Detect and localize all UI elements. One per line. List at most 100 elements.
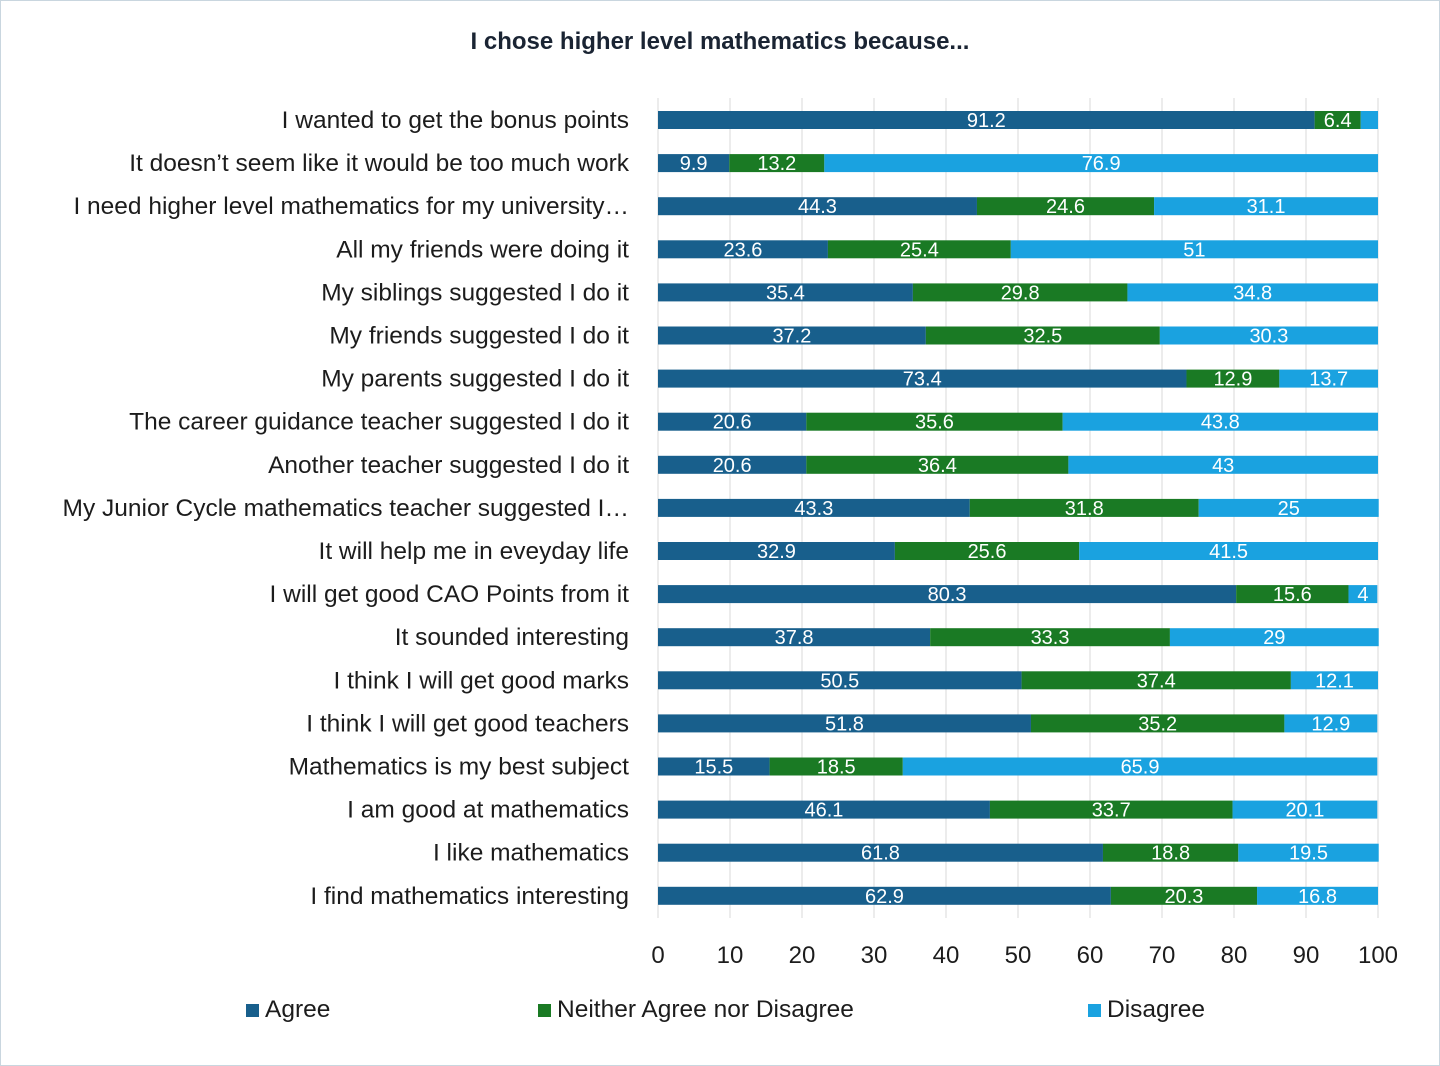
bar-segment-neither-agree-nor-disagree: [894, 542, 1080, 560]
bar-segment-agree: [658, 240, 828, 259]
data-label: 19.5: [1289, 843, 1328, 865]
data-label: 13.7: [1309, 369, 1348, 391]
legend: Agree Neither Agree nor Disagree Disagree: [0, 996, 1440, 1032]
data-label: 15.6: [1273, 584, 1312, 606]
data-label: 34.8: [1233, 282, 1272, 304]
category-label: Another teacher suggested I do it: [268, 452, 629, 479]
bar-segment-agree: [658, 498, 970, 517]
data-label: 44.3: [798, 196, 837, 218]
data-label: 29: [1263, 627, 1285, 649]
bar-segment-neither-agree-nor-disagree: [1030, 714, 1285, 733]
data-label: 25: [1278, 498, 1300, 520]
category-label: It doesn’t seem like it would be too muc…: [129, 150, 630, 177]
bar-segment-agree: [658, 542, 895, 560]
category-label: I need higher level mathematics for my u…: [73, 193, 629, 220]
data-label: 51: [1183, 239, 1205, 261]
category-label: I like mathematics: [433, 840, 629, 867]
bar-segment-agree: [658, 326, 926, 345]
data-label: 29.8: [1001, 282, 1040, 304]
category-label: I wanted to get the bonus points: [282, 107, 629, 134]
bar-segment-disagree: [1198, 498, 1379, 517]
bar-segment-disagree: [1257, 886, 1378, 905]
data-label: 37.4: [1137, 670, 1176, 692]
bar-segment-neither-agree-nor-disagree: [1021, 671, 1291, 690]
bar-segment-agree: [658, 714, 1031, 733]
bar-segment-neither-agree-nor-disagree: [930, 628, 1170, 647]
bar-segment-agree: [658, 111, 1315, 129]
bar-segment-disagree: [1154, 197, 1378, 216]
bar-segment-neither-agree-nor-disagree: [1314, 111, 1361, 129]
category-labels: I wanted to get the bonus points It doesn…: [63, 107, 630, 910]
category-label: My friends suggested I do it: [329, 323, 629, 350]
legend-label: Agree: [265, 996, 331, 1023]
bar-segment-disagree: [1062, 412, 1378, 431]
x-tick-label: 50: [1005, 942, 1032, 969]
data-label: 18.5: [817, 757, 856, 779]
x-tick-label: 100: [1358, 942, 1398, 969]
bar-segment-agree: [658, 455, 807, 474]
bars: [658, 111, 1379, 905]
data-label: 20.3: [1164, 886, 1203, 908]
data-label: 43: [1212, 455, 1234, 477]
data-label: 37.8: [775, 627, 814, 649]
bar-segment-agree: [658, 628, 931, 647]
data-label: 41.5: [1209, 541, 1248, 563]
data-label: 37.2: [772, 326, 811, 348]
data-label: 25.4: [900, 239, 939, 261]
x-tick-label: 80: [1221, 942, 1248, 969]
bar-segment-agree: [658, 412, 807, 431]
bar-segment-neither-agree-nor-disagree: [806, 412, 1063, 431]
category-label: I am good at mathematics: [347, 797, 629, 824]
data-label: 36.4: [918, 455, 957, 477]
bar-segment-disagree: [1169, 628, 1379, 647]
bar-segment-neither-agree-nor-disagree: [1102, 843, 1239, 862]
data-label: 20.6: [713, 455, 752, 477]
x-tick-label: 10: [717, 942, 744, 969]
data-label: 62.9: [865, 886, 904, 908]
legend-swatch: [246, 1003, 259, 1017]
category-label: I think I will get good marks: [334, 667, 629, 694]
data-label: 16.8: [1298, 886, 1337, 908]
category-label: The career guidance teacher suggested I …: [129, 409, 629, 436]
category-label: All my friends were doing it: [336, 236, 629, 263]
x-tick-label: 60: [1077, 942, 1104, 969]
x-tick-label: 20: [789, 942, 816, 969]
data-label: 73.4: [903, 369, 942, 391]
bar-segment-neither-agree-nor-disagree: [925, 326, 1160, 345]
data-label: 15.5: [694, 757, 733, 779]
bar-segment-neither-agree-nor-disagree: [976, 197, 1155, 216]
data-label: 35.6: [915, 412, 954, 434]
bar-segment-disagree: [1010, 240, 1378, 259]
x-tick-label: 40: [933, 942, 960, 969]
legend-swatch: [538, 1003, 551, 1017]
bar-segment-disagree: [1279, 369, 1378, 388]
x-tick-label: 70: [1149, 942, 1176, 969]
category-label: Mathematics is my best subject: [289, 754, 630, 781]
bar-segment-agree: [658, 757, 770, 776]
data-label: 12.9: [1311, 713, 1350, 735]
category-label: It sounded interesting: [395, 624, 629, 651]
data-label: 12.9: [1213, 369, 1252, 391]
data-label: 51.8: [825, 713, 864, 735]
data-label: 18.8: [1151, 843, 1190, 865]
category-label: It will help me in eveyday life: [319, 538, 629, 565]
bar-segment-disagree: [824, 154, 1378, 173]
bar-segment-disagree: [1159, 326, 1378, 345]
data-label: 32.5: [1023, 326, 1062, 348]
bar-segment-agree: [658, 283, 913, 302]
data-label: 4: [1357, 584, 1368, 606]
legend-swatch: [1088, 1003, 1101, 1017]
bar-segment-agree: [658, 154, 730, 173]
bar-segment-disagree: [1238, 843, 1379, 862]
data-label: 20.1: [1285, 800, 1324, 822]
x-tick-label: 90: [1293, 942, 1320, 969]
bar-segment-disagree: [1360, 111, 1378, 129]
legend-item: Disagree: [1088, 996, 1205, 1024]
bar-segment-agree: [658, 585, 1237, 604]
category-label: My parents suggested I do it: [321, 366, 629, 393]
data-label: 23.6: [723, 239, 762, 261]
bar-segment-agree: [658, 843, 1103, 862]
bar-segment-agree: [658, 886, 1111, 905]
category-label: I think I will get good teachers: [306, 710, 629, 737]
bar-segment-neither-agree-nor-disagree: [1236, 585, 1349, 604]
